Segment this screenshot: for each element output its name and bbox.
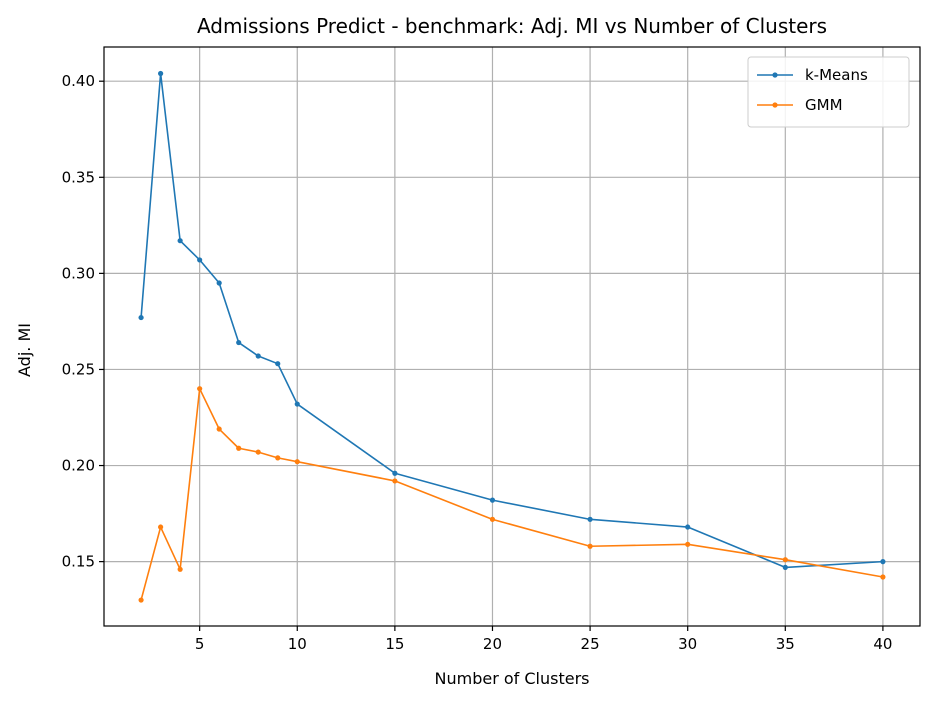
series-line-gmm xyxy=(140,387,884,601)
y-tick-label: 0.20 xyxy=(62,457,95,475)
data-point-gmm xyxy=(685,541,691,547)
data-point-gmm xyxy=(138,597,144,603)
data-point-k-means xyxy=(294,401,300,407)
legend-item-gmm: GMM xyxy=(757,96,843,114)
data-point-gmm xyxy=(782,557,788,563)
data-point-gmm xyxy=(255,449,261,455)
data-point-k-means xyxy=(158,70,164,77)
data-point-gmm xyxy=(489,516,496,522)
series-gmm xyxy=(138,386,886,603)
plot-area-frame xyxy=(103,46,921,627)
data-point-k-means xyxy=(255,353,261,359)
x-tick-label: 25 xyxy=(581,635,600,653)
y-tick-label: 0.40 xyxy=(62,72,95,90)
data-point-k-means xyxy=(392,470,398,476)
y-tick-label: 0.30 xyxy=(62,264,95,282)
chart-title: Admissions Predict - benchmark: Adj. MI … xyxy=(197,14,827,38)
y-tick-label: 0.25 xyxy=(62,360,95,378)
legend: k-Means GMM xyxy=(747,56,910,128)
data-point-k-means xyxy=(275,361,281,367)
data-point-gmm xyxy=(236,445,242,451)
data-point-k-means xyxy=(236,339,242,346)
data-point-k-means xyxy=(216,280,222,286)
x-tick-label: 40 xyxy=(873,635,892,653)
data-point-gmm xyxy=(294,459,300,465)
axis-ticks: 5 10 15 20 25 30 35 40 0.15 0.20 0.25 0.30 0.35 0.40 xyxy=(62,72,893,653)
series-layer xyxy=(138,70,886,603)
legend-swatch-marker xyxy=(772,102,778,108)
data-point-k-means xyxy=(489,497,496,503)
x-tick-label: 20 xyxy=(483,635,502,653)
series-line-k-means xyxy=(140,72,883,569)
data-point-gmm xyxy=(158,524,164,530)
data-point-gmm xyxy=(587,543,593,549)
y-tick-label: 0.15 xyxy=(62,553,95,571)
y-axis-label: Adj. MI xyxy=(15,323,34,377)
data-point-k-means xyxy=(177,238,183,244)
data-point-gmm xyxy=(216,426,222,432)
grid xyxy=(104,47,920,626)
data-point-k-means xyxy=(587,516,593,522)
legend-label: GMM xyxy=(805,96,843,114)
x-tick-label: 15 xyxy=(385,635,404,653)
x-tick-label: 35 xyxy=(776,635,795,653)
data-point-gmm xyxy=(392,478,398,484)
legend-item-k-means: k-Means xyxy=(757,66,868,84)
legend-swatch-marker xyxy=(772,72,778,78)
data-point-k-means xyxy=(880,559,886,565)
data-point-k-means xyxy=(782,564,788,570)
data-point-gmm xyxy=(880,574,886,580)
series-k-means xyxy=(138,70,886,570)
data-point-gmm xyxy=(275,455,281,461)
x-axis-label: Number of Clusters xyxy=(435,669,590,688)
x-tick-label: 5 xyxy=(195,635,205,653)
y-tick-label: 0.35 xyxy=(62,168,95,186)
data-point-k-means xyxy=(138,314,144,321)
data-point-k-means xyxy=(685,524,691,530)
x-tick-label: 10 xyxy=(288,635,307,653)
data-point-gmm xyxy=(197,386,203,392)
x-tick-label: 30 xyxy=(678,635,697,653)
legend-label: k-Means xyxy=(805,66,868,84)
data-point-k-means xyxy=(197,257,203,263)
data-point-gmm xyxy=(177,566,183,572)
